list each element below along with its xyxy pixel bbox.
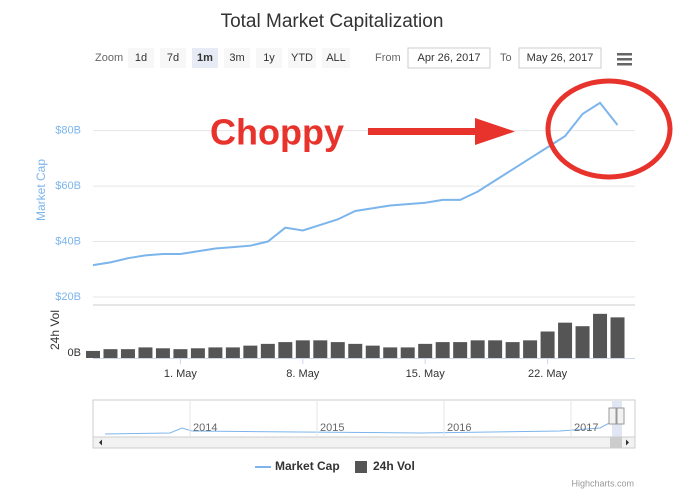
zoom-button-label[interactable]: 1y bbox=[263, 52, 275, 64]
legend: Market Cap 24h Vol bbox=[255, 459, 415, 473]
scroll-right[interactable] bbox=[626, 439, 629, 446]
navigator-handle[interactable] bbox=[608, 407, 617, 425]
zoom-button[interactable] bbox=[160, 48, 186, 68]
volume-bar bbox=[313, 340, 328, 358]
x-tick-label: 22. May bbox=[528, 368, 568, 380]
y-tick-label: $20B bbox=[55, 291, 81, 303]
legend-symbol bbox=[355, 461, 367, 473]
scrollbar-thumb[interactable] bbox=[610, 437, 622, 448]
volume-bar bbox=[365, 345, 380, 358]
from-input[interactable] bbox=[407, 47, 491, 69]
volume-bar bbox=[488, 340, 503, 358]
x-tick-label: 1. May bbox=[164, 368, 198, 380]
market-cap-line bbox=[92, 101, 619, 267]
zoom-button-label[interactable]: 3m bbox=[229, 52, 244, 64]
volume-bar bbox=[400, 347, 415, 358]
zoom-button[interactable] bbox=[128, 48, 154, 68]
credits: Highcharts.com bbox=[571, 478, 634, 488]
y2-tick-label: 0B bbox=[68, 347, 81, 359]
volume-bar bbox=[243, 345, 258, 358]
scroll-left[interactable] bbox=[99, 439, 102, 446]
zoom-buttons: 1d 7d 1m 3m 1y YTD ALL bbox=[128, 48, 350, 68]
navigator-handle[interactable] bbox=[616, 407, 625, 425]
zoom-button[interactable] bbox=[256, 48, 282, 68]
volume-bar bbox=[470, 340, 485, 358]
volume-bar bbox=[208, 347, 223, 358]
volume-bar bbox=[558, 322, 573, 358]
zoom-button[interactable] bbox=[224, 48, 250, 68]
volume-bar bbox=[418, 343, 433, 358]
x-tick-label: 8. May bbox=[286, 368, 320, 380]
volume-bar bbox=[103, 349, 118, 358]
volume-bar bbox=[190, 348, 205, 358]
volume-bar bbox=[523, 340, 538, 358]
y2-axis-title: 24h Vol bbox=[48, 310, 62, 350]
legend-label[interactable]: 24h Vol bbox=[373, 459, 415, 473]
zoom-label: Zoom bbox=[95, 52, 123, 64]
volume-bar bbox=[540, 331, 555, 358]
to-label: To bbox=[500, 52, 512, 64]
y-axis-title: Market Cap bbox=[34, 159, 48, 221]
volume-bar bbox=[173, 349, 188, 358]
from-value[interactable]: Apr 26, 2017 bbox=[418, 52, 481, 64]
zoom-button-label[interactable]: YTD bbox=[291, 52, 313, 64]
plot: $20B $40B $60B $80B 0B 1. May 8. May 15. May 22.… bbox=[55, 101, 635, 380]
volume-bar bbox=[593, 313, 608, 358]
menu-button[interactable] bbox=[617, 53, 632, 66]
volume-bar bbox=[295, 340, 310, 358]
y-tick-label: $80B bbox=[55, 125, 81, 137]
navigator-labels: 2014 2015 2016 2017 bbox=[189, 400, 598, 437]
volume-bar bbox=[86, 350, 100, 358]
volume-bar bbox=[610, 317, 625, 358]
to-value[interactable]: May 26, 2017 bbox=[527, 52, 594, 64]
volume-bar bbox=[453, 342, 468, 358]
zoom-button[interactable] bbox=[288, 48, 316, 68]
navigator-label: 2015 bbox=[320, 422, 344, 434]
zoom-button-label[interactable]: 7d bbox=[167, 52, 179, 64]
volume-bar bbox=[435, 342, 450, 358]
volume-bar bbox=[138, 347, 153, 358]
navigator-line bbox=[104, 417, 621, 435]
volume-bar bbox=[225, 347, 240, 358]
volume-bar bbox=[155, 348, 170, 358]
zoom-button-label[interactable]: 1m bbox=[197, 52, 213, 64]
arrow-shaft bbox=[368, 128, 478, 135]
navigator-label: 2017 bbox=[574, 422, 598, 434]
volume-bar bbox=[260, 343, 275, 358]
volume-bar bbox=[348, 343, 363, 358]
volume-bar bbox=[120, 349, 135, 358]
y-tick-label: $60B bbox=[55, 180, 81, 192]
x-tick-label: 15. May bbox=[406, 368, 446, 380]
y-tick-label: $40B bbox=[55, 235, 81, 247]
to-input[interactable] bbox=[518, 47, 602, 69]
volume-bar bbox=[575, 326, 590, 358]
volume-bar bbox=[330, 342, 345, 358]
highlight-circle bbox=[545, 78, 673, 180]
from-label: From bbox=[375, 52, 401, 64]
navigator-label: 2014 bbox=[193, 422, 217, 434]
navigator-label: 2016 bbox=[447, 422, 471, 434]
legend-label[interactable]: Market Cap bbox=[275, 459, 340, 473]
volume-bar bbox=[278, 342, 293, 358]
scrollbar[interactable] bbox=[92, 436, 636, 449]
zoom-button-label[interactable]: ALL bbox=[326, 52, 346, 64]
zoom-button[interactable] bbox=[322, 48, 350, 68]
chart-title: Total Market Capitalization bbox=[221, 11, 444, 32]
volume-bar bbox=[505, 342, 520, 358]
volume-bar bbox=[383, 347, 398, 358]
zoom-button-label[interactable]: 1d bbox=[135, 52, 147, 64]
zoom-button[interactable] bbox=[192, 48, 218, 68]
arrow-head bbox=[475, 118, 515, 145]
annotation: Choppy bbox=[210, 112, 344, 153]
